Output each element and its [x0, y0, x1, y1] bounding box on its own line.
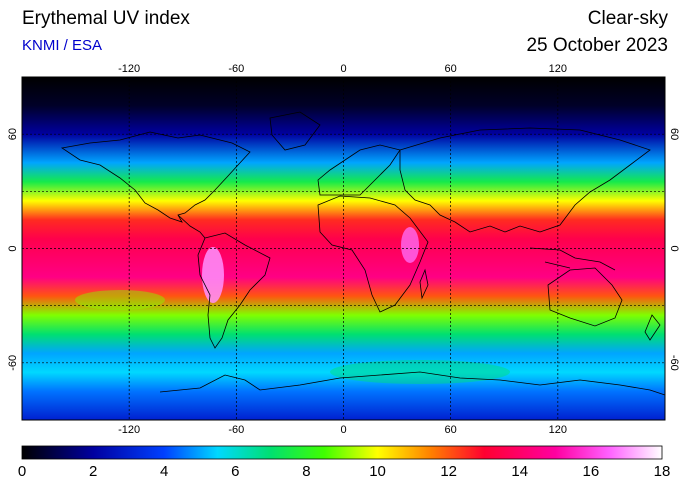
- lon-tick-label-top: 120: [549, 63, 567, 75]
- lon-tick-label-top: -120: [118, 63, 140, 75]
- africa-coast: [317, 195, 429, 313]
- colorbar-tick-label: 6: [231, 463, 240, 480]
- lon-tick-label-top: 0: [340, 63, 346, 75]
- map-plot-area: [21, 76, 666, 421]
- map-frame: [21, 76, 666, 421]
- colorbar-tick-label: 8: [302, 463, 311, 480]
- colorbar-tick-label: 0: [17, 463, 27, 480]
- colorbar-tick-label: 4: [160, 463, 169, 480]
- colorbar-tick-label: 12: [440, 463, 457, 480]
- graticule: [22, 77, 665, 420]
- colorbar-tick-label: 16: [582, 463, 600, 480]
- madagascar-coast: [419, 268, 429, 300]
- axis-tick-labels: -120 -120 -60 -60 0 0 60 60 120 120 60 60 0 0 -60 -60: [7, 63, 680, 436]
- lat-tick-label-left: 60: [7, 128, 19, 140]
- antarctica-coast: [159, 371, 666, 396]
- pacific-low-uv: [75, 290, 165, 310]
- lon-tick-label-bottom: 60: [445, 424, 457, 436]
- lon-tick-label-top: 60: [445, 63, 457, 75]
- lon-tick-label-bottom: 0: [340, 424, 346, 436]
- colorbar-strip: [21, 445, 663, 460]
- lat-tick-label-right: -60: [668, 355, 680, 371]
- asia-coast: [399, 127, 651, 233]
- lon-tick-label-bottom: 120: [549, 424, 567, 436]
- lat-tick-label-right: 0: [668, 245, 680, 251]
- colorbar-tick-label: 14: [511, 463, 529, 480]
- south-america-coast: [197, 232, 271, 349]
- australia-coast: [547, 267, 623, 327]
- central-america-coast: [177, 214, 206, 239]
- lon-tick-label-bottom: -60: [228, 424, 244, 436]
- condition-label: Clear-sky: [587, 8, 668, 29]
- europe-coast: [317, 144, 401, 196]
- lon-tick-label-top: -60: [228, 63, 244, 75]
- date-label: 25 October 2023: [526, 35, 668, 56]
- lat-tick-label-left: -60: [7, 355, 19, 371]
- lat-tick-label-left: 0: [7, 245, 19, 251]
- colorbar-tick-label: 2: [88, 463, 98, 480]
- new-zealand-coast: [644, 314, 661, 341]
- north-america-coast: [60, 131, 251, 223]
- east-africa-high-uv: [401, 227, 419, 263]
- colorbar: [21, 445, 663, 460]
- colorbar-tick-label: 10: [369, 463, 386, 480]
- coastlines: [60, 111, 666, 396]
- map-title: Erythemal UV index: [22, 8, 190, 29]
- greenland-coast: [269, 111, 321, 151]
- credit-label: KNMI / ESA: [22, 37, 103, 54]
- lat-tick-label-right: 60: [668, 128, 680, 140]
- colorbar-tick-label: 18: [653, 463, 671, 480]
- andes-high-uv: [202, 247, 224, 303]
- lon-tick-label-bottom: -120: [118, 424, 140, 436]
